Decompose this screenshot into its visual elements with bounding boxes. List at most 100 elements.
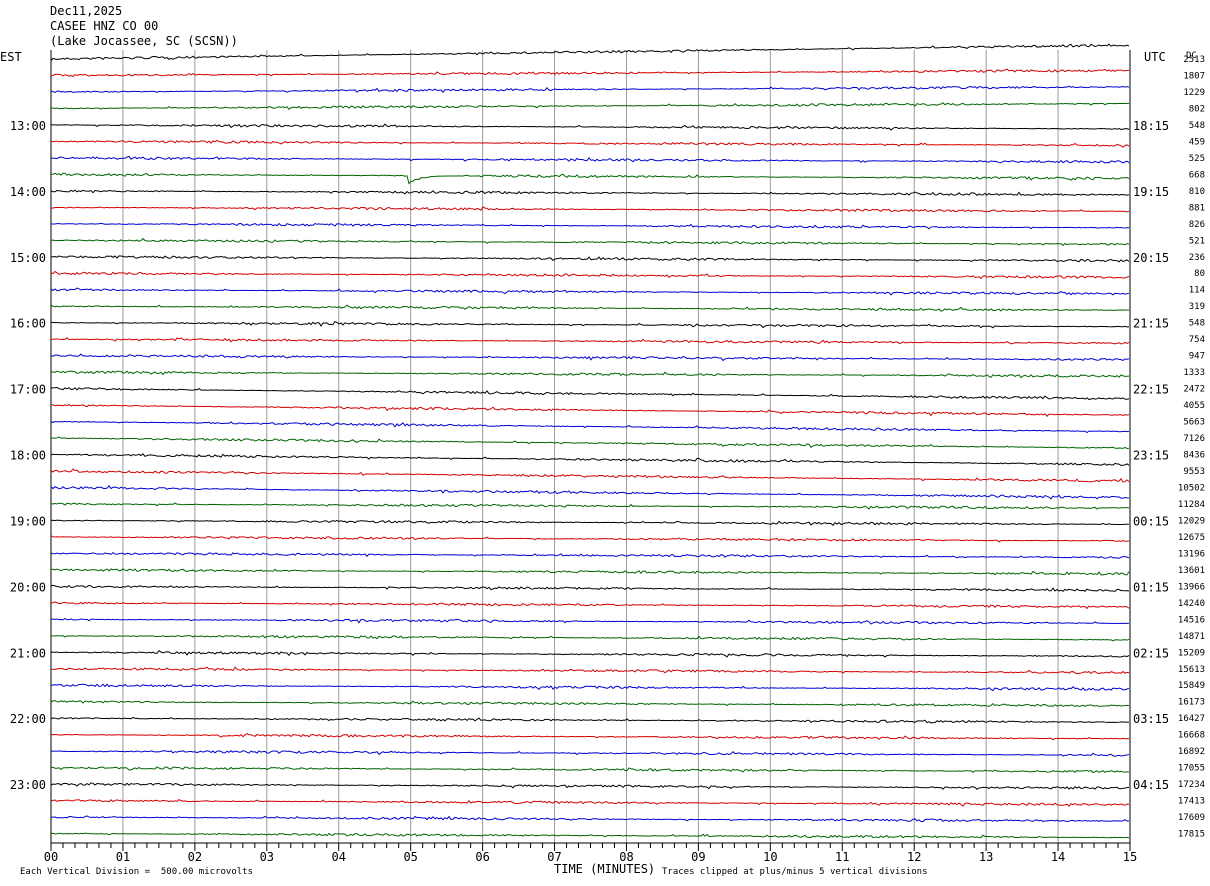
- trace-line: [50, 237, 1130, 247]
- trace-line: [50, 634, 1130, 642]
- dc-offset-label: 548: [1189, 319, 1205, 329]
- dc-label: DC: [1186, 51, 1197, 61]
- left-hour-label: 17:00: [10, 383, 46, 397]
- dc-offset-label: 2513: [1183, 55, 1205, 65]
- dc-offset-label: 826: [1189, 220, 1205, 230]
- x-tick-label: 14: [1051, 850, 1065, 864]
- x-tick-label: 12: [907, 850, 921, 864]
- left-hour-label: 18:00: [10, 449, 46, 463]
- dc-offset-label: 5663: [1183, 418, 1205, 428]
- dc-offset-label: 80: [1194, 269, 1205, 279]
- right-axis-label: UTC: [1144, 50, 1166, 64]
- dc-offset-label: 11284: [1178, 500, 1205, 510]
- dc-offset-label: 13196: [1178, 549, 1205, 559]
- x-axis-title: TIME (MINUTES): [554, 862, 656, 876]
- dc-offset-label: 13966: [1178, 582, 1205, 592]
- dc-offset-label: 2472: [1183, 385, 1205, 395]
- trace-line: [50, 337, 1130, 345]
- trace-line: [50, 484, 1130, 500]
- trace-line: [50, 601, 1130, 610]
- trace-line: [50, 43, 1130, 62]
- trace-line: [50, 102, 1129, 110]
- dc-offset-label: 13601: [1178, 566, 1205, 576]
- trace-line: [50, 403, 1130, 417]
- trace-line: [50, 683, 1130, 692]
- left-hour-label: 15:00: [10, 251, 46, 265]
- trace-line: [50, 386, 1130, 401]
- x-tick-label: 10: [763, 850, 777, 864]
- dc-offset-label: 17815: [1178, 830, 1205, 840]
- dc-offset-label: 114: [1189, 286, 1205, 296]
- trace-line: [50, 189, 1130, 197]
- dc-offset-label: 15613: [1178, 665, 1205, 675]
- dc-offset-label: 17055: [1178, 764, 1205, 774]
- trace-line: [50, 584, 1130, 592]
- dc-offset-label: 17234: [1178, 780, 1205, 790]
- dc-offset-label: 10502: [1178, 483, 1205, 493]
- header-date: Dec11,2025: [50, 4, 123, 18]
- dc-offset-label: 525: [1189, 154, 1205, 164]
- right-hour-label: 00:15: [1133, 514, 1169, 528]
- trace-line: [50, 815, 1130, 823]
- dc-offset-label: 17609: [1178, 813, 1205, 823]
- dc-offset-label: 319: [1189, 302, 1205, 312]
- trace-line: [50, 666, 1130, 675]
- trace-line: [50, 832, 1130, 839]
- x-tick-label: 11: [835, 850, 849, 864]
- x-tick-label: 06: [475, 850, 489, 864]
- dc-offset-label: 12029: [1178, 516, 1205, 526]
- trace-line: [50, 270, 1130, 280]
- x-tick-label: 08: [619, 850, 633, 864]
- trace-line: [50, 733, 1130, 741]
- trace-line: [50, 304, 1130, 312]
- dc-offset-label: 802: [1189, 104, 1205, 114]
- x-tick-label: 15: [1123, 850, 1137, 864]
- dc-offset-label: 14871: [1178, 632, 1205, 642]
- dc-offset-label: 521: [1189, 236, 1205, 246]
- trace-line: [50, 750, 1130, 757]
- trace-line: [50, 222, 1129, 230]
- trace-line: [50, 650, 1130, 658]
- right-hour-label: 19:15: [1133, 185, 1169, 199]
- left-hour-label: 22:00: [10, 712, 46, 726]
- trace-line: [50, 123, 1130, 131]
- trace-line: [50, 255, 1130, 263]
- footer-clip: Traces clipped at plus/minus 5 vertical …: [662, 867, 928, 877]
- right-hour-label: 04:15: [1133, 778, 1169, 792]
- axis-labels: 00 01 02 03 04 05 06 07 08 09 10 11 12 13 14 15 13:00 14:…: [0, 50, 1205, 864]
- x-tick-label: 03: [260, 850, 274, 864]
- right-hour-label: 23:15: [1133, 449, 1169, 463]
- dc-offset-label: 459: [1189, 137, 1205, 147]
- trace-line: [50, 502, 1130, 510]
- trace-line: [50, 85, 1130, 93]
- left-hour-label: 13:00: [10, 119, 46, 133]
- trace-line: [50, 568, 1130, 576]
- x-tick-label: 13: [979, 850, 993, 864]
- dc-offset-label: 8436: [1183, 451, 1205, 461]
- trace-line: [50, 139, 1130, 148]
- trace-line: [50, 206, 1130, 213]
- dc-offset-label: 14516: [1178, 615, 1205, 625]
- trace-line: [50, 519, 1130, 527]
- footer-scale: Each Vertical Division = 500.00 microvol…: [20, 867, 253, 877]
- dc-offset-label: 7126: [1183, 434, 1205, 444]
- dc-offset-label: 16427: [1178, 714, 1205, 724]
- trace-line: [50, 782, 1130, 790]
- trace-line: [50, 353, 1130, 362]
- trace-line: [50, 766, 1130, 774]
- header-station: CASEE HNZ CO 00: [50, 19, 159, 33]
- trace-line: [50, 700, 1130, 707]
- trace-line: [50, 617, 1130, 625]
- dc-offset-label: 17413: [1178, 797, 1205, 807]
- left-axis-label: EST: [0, 50, 22, 64]
- trace-line: [50, 68, 1130, 78]
- dc-offset-label: 236: [1189, 253, 1205, 263]
- left-hour-label: 23:00: [10, 778, 46, 792]
- x-tick-label: 04: [332, 850, 346, 864]
- dc-offset-label: 14240: [1178, 599, 1205, 609]
- dc-offset-label: 668: [1189, 170, 1205, 180]
- right-hour-label: 02:15: [1133, 646, 1169, 660]
- right-hour-label: 20:15: [1133, 251, 1169, 265]
- trace-group: [50, 43, 1130, 839]
- dc-offset-label: 548: [1189, 121, 1205, 131]
